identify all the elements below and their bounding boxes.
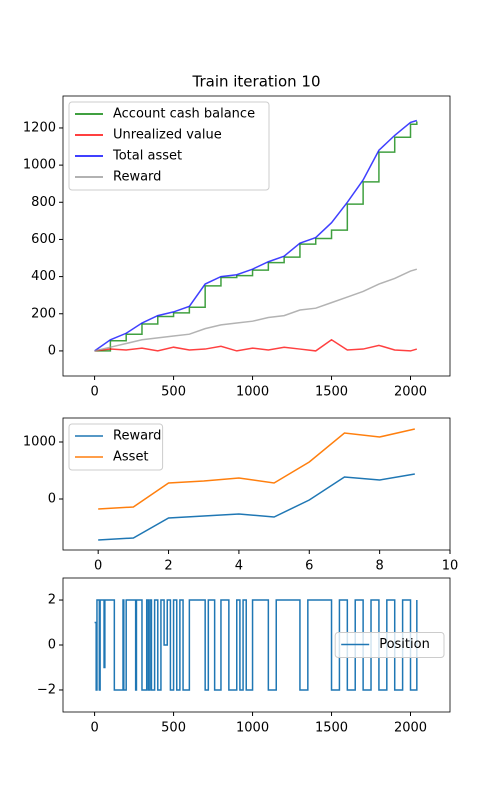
- x-tick-label: 0: [94, 559, 102, 574]
- x-tick-label: 8: [375, 559, 383, 574]
- y-tick-label: 2: [48, 593, 56, 608]
- series-line: [98, 428, 415, 510]
- legend-label: Reward: [113, 429, 161, 444]
- legend-label: Unrealized value: [113, 128, 222, 143]
- legend-label: Account cash balance: [113, 107, 255, 122]
- axes-frame: [62, 95, 451, 377]
- x-tick-label: 2: [164, 559, 172, 574]
- x-tick-label: 500: [161, 385, 186, 400]
- legend-label: Reward: [113, 170, 161, 185]
- y-tick-label: −2: [37, 682, 56, 697]
- legend-label: Asset: [113, 450, 149, 465]
- legend-box: [334, 632, 445, 658]
- series-line: [94, 121, 418, 352]
- y-tick-label: 1000: [23, 434, 56, 449]
- y-tick-label: 400: [31, 269, 56, 284]
- x-tick-label: 1000: [236, 385, 269, 400]
- x-tick-label: 0: [90, 721, 98, 736]
- x-tick-label: 4: [235, 559, 243, 574]
- legend-label: Position: [379, 637, 430, 652]
- x-tick-label: 2000: [394, 385, 427, 400]
- y-tick-label: 1000: [23, 158, 56, 173]
- x-tick-label: 0: [90, 385, 98, 400]
- x-tick-label: 1500: [315, 721, 348, 736]
- series-line: [94, 268, 418, 352]
- x-tick-label: 6: [305, 559, 313, 574]
- y-tick-label: 200: [31, 306, 56, 321]
- x-tick-label: 2000: [394, 721, 427, 736]
- series-line: [94, 599, 418, 691]
- y-tick-label: 1200: [23, 120, 56, 135]
- y-tick-label: 0: [48, 343, 56, 358]
- chart-title: Train iteration 10: [192, 73, 321, 91]
- y-tick-label: 600: [31, 232, 56, 247]
- x-tick-label: 1500: [315, 385, 348, 400]
- y-tick-label: 0: [48, 638, 56, 653]
- axes-frame: [62, 417, 451, 551]
- series-line: [98, 473, 415, 541]
- x-tick-label: 1000: [236, 721, 269, 736]
- series-line: [94, 119, 418, 352]
- series-line: [94, 338, 418, 352]
- y-tick-label: 0: [48, 491, 56, 506]
- legend-label: Total asset: [112, 149, 182, 164]
- legend-box: [68, 101, 270, 191]
- y-tick-label: 800: [31, 195, 56, 210]
- x-tick-label: 10: [442, 559, 459, 574]
- x-tick-label: 500: [161, 721, 186, 736]
